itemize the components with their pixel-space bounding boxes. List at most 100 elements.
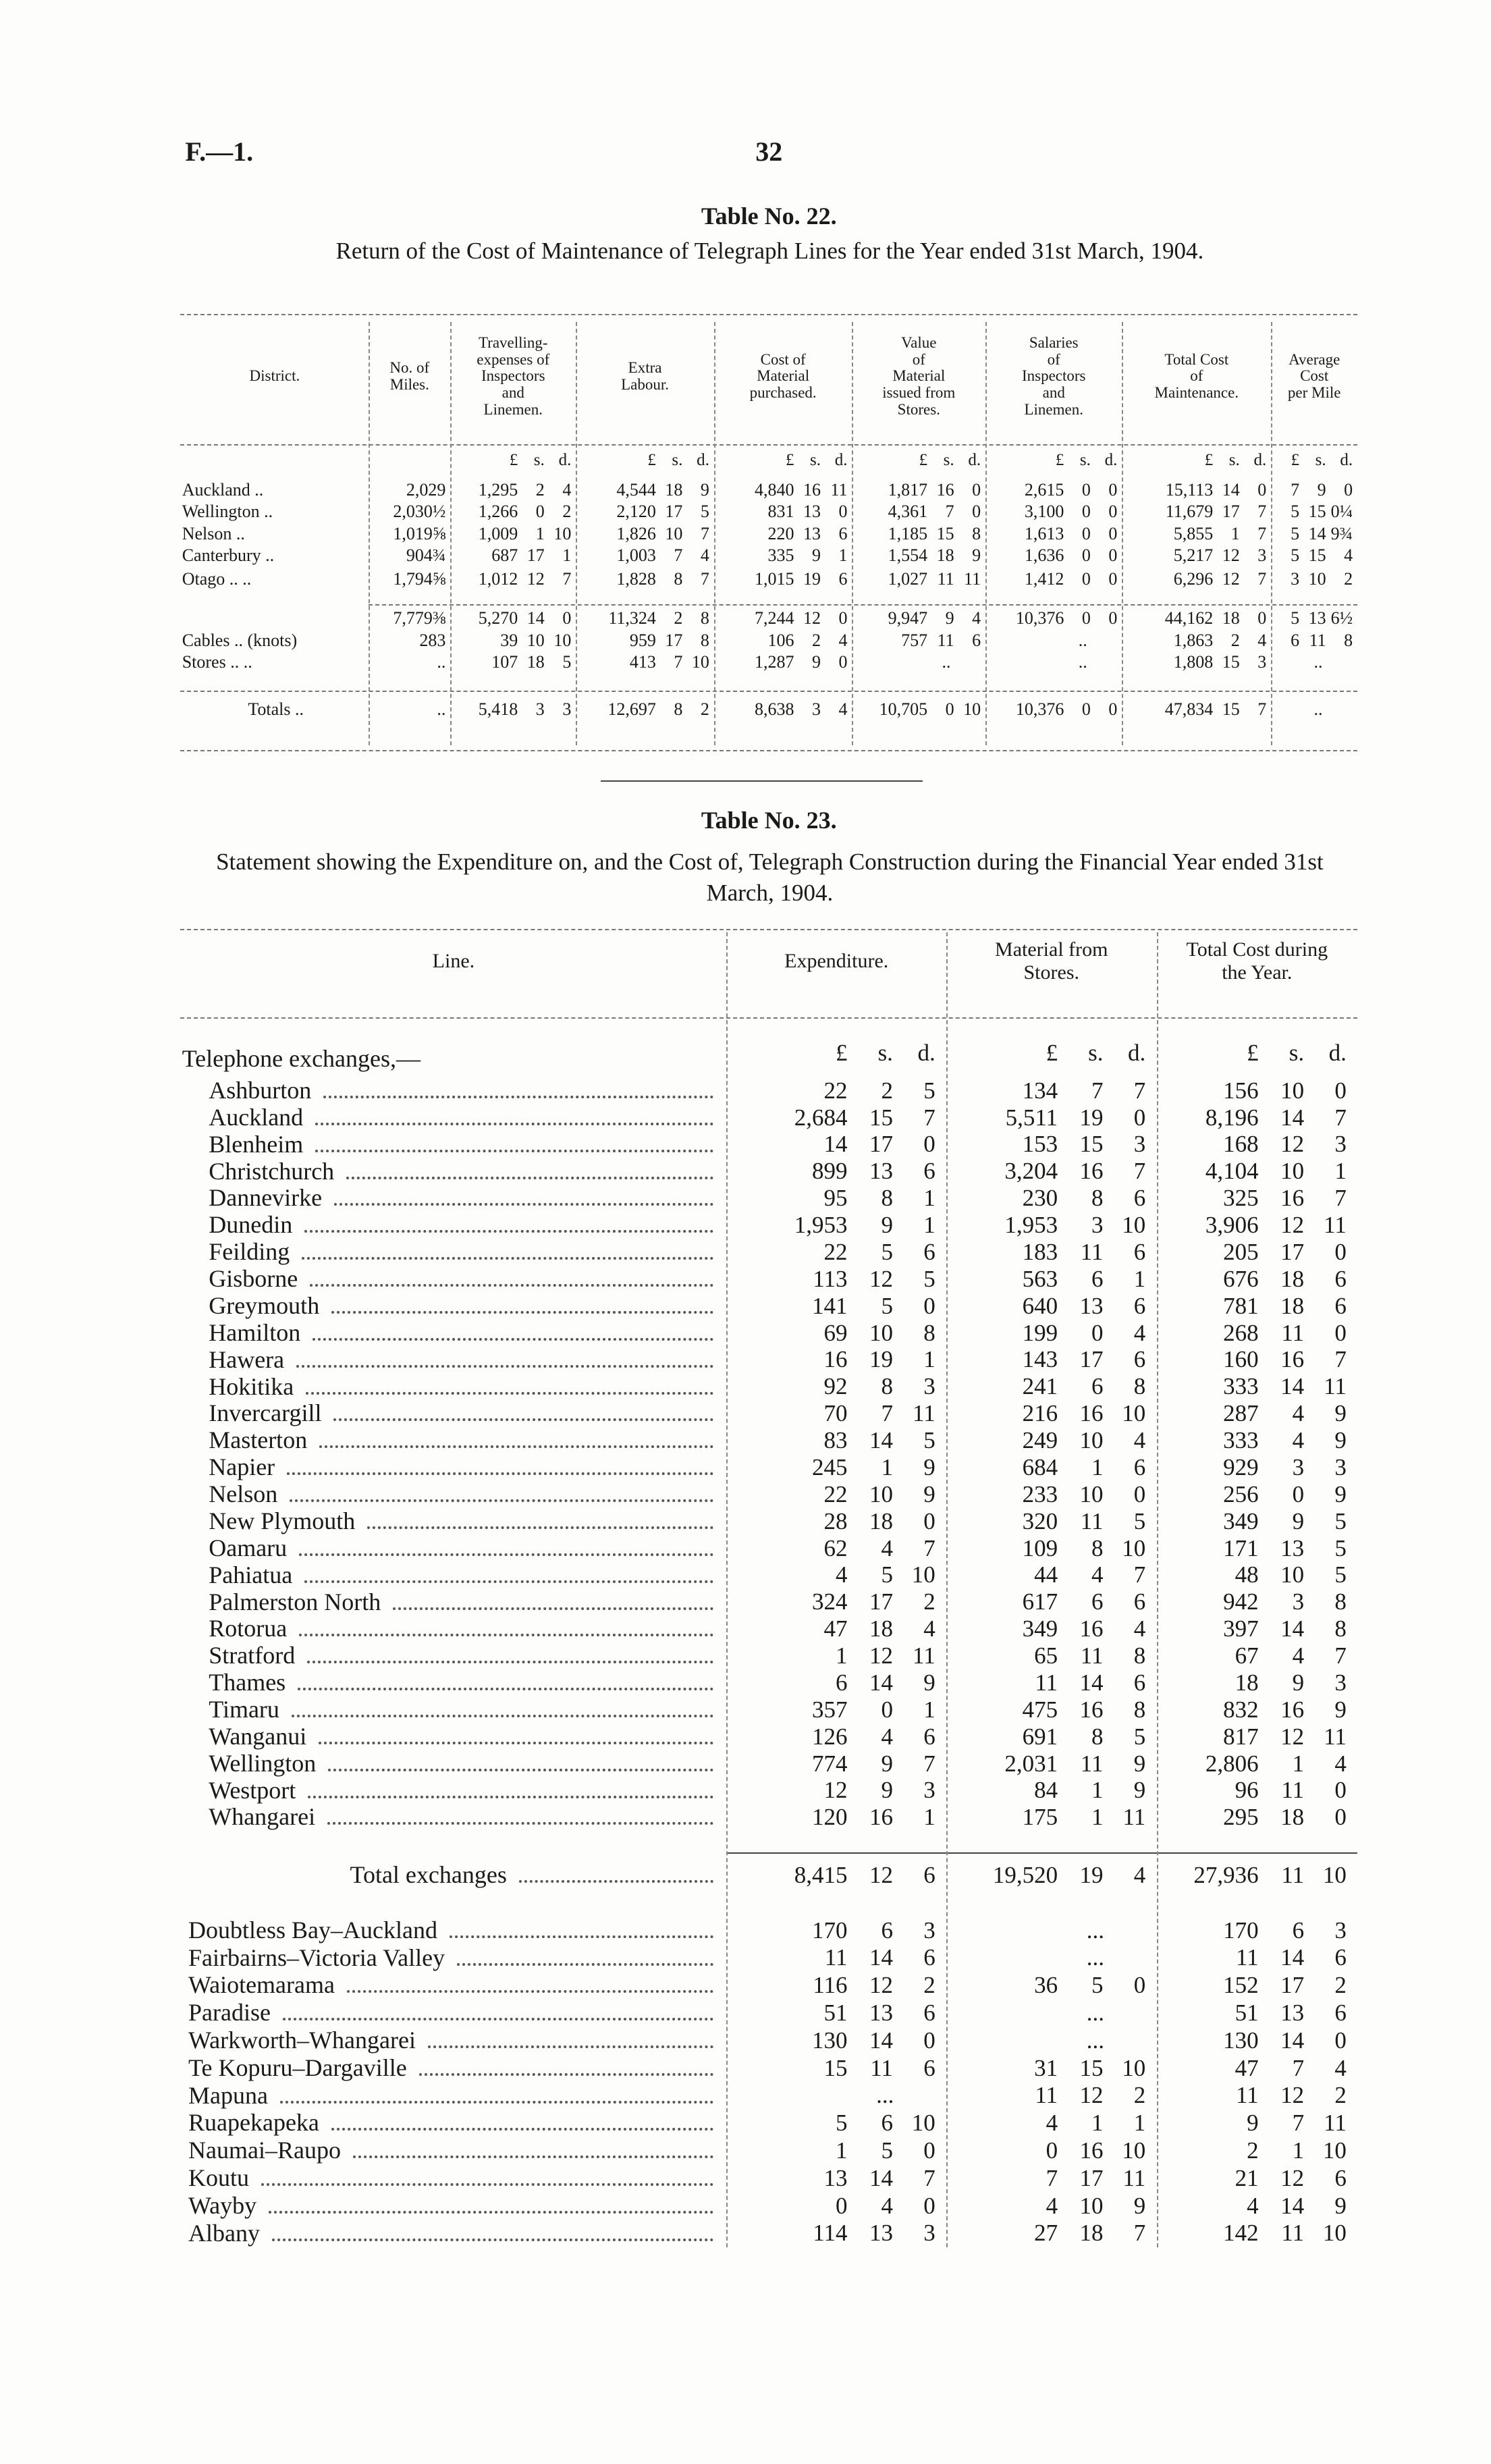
money-cell: ... (876, 2082, 894, 2109)
line-name: Blenheim (209, 1132, 719, 1156)
unit-label: £ (785, 451, 794, 470)
line-name: Auckland (209, 1105, 719, 1129)
money-cell: 15 (1079, 1131, 1104, 1158)
money-cell: 6 (1091, 1265, 1104, 1292)
money-cell: 0 (1081, 523, 1091, 543)
money-cell: 1 (836, 2137, 848, 2164)
money-cell: 36 (1034, 1972, 1058, 1999)
money-cell: 18 (869, 1615, 893, 1642)
money-cell: 11 (1281, 2220, 1305, 2247)
money-cell: 3,100 (1024, 502, 1064, 522)
rule (180, 314, 1358, 315)
money-cell: 11 (870, 2054, 893, 2081)
money-cell: 233 (1022, 1480, 1058, 1507)
money-cell: 6 (1334, 1265, 1347, 1292)
money-cell: 4 (1292, 1642, 1305, 1669)
money-cell: 0 (562, 608, 572, 628)
money-cell: 3 (923, 1777, 936, 1804)
money-cell: 10 (665, 523, 683, 543)
money-cell: 16 (1079, 1615, 1104, 1642)
line-name-text: Oamaru (209, 1534, 288, 1561)
money-cell: 6 (972, 630, 981, 650)
column-header: the Year. (1222, 961, 1293, 984)
money-cell: 16 (936, 479, 954, 500)
line-name: Whangarei (209, 1804, 719, 1829)
money-cell: 1,027 (888, 569, 928, 589)
money-cell: ... (1086, 1917, 1104, 1944)
money-cell: 5 (836, 2110, 848, 2137)
money-cell: 230 (1022, 1185, 1058, 1212)
money-cell: 256 (1223, 1480, 1259, 1507)
money-cell: 3 (1292, 1588, 1305, 1615)
money-cell: 4 (972, 608, 981, 628)
money-cell: 3 (1257, 545, 1267, 566)
unit-label: d. (968, 451, 981, 470)
line-name: Mapuna (188, 2083, 719, 2108)
leader-dots (367, 1526, 713, 1529)
money-cell: 9 (881, 1750, 893, 1777)
money-cell: 18 (1222, 608, 1240, 628)
money-cell: 1,863 (1173, 630, 1214, 650)
unit-label: £ (1046, 1039, 1058, 1066)
money-cell: 817 (1223, 1723, 1259, 1750)
column-header: Material (757, 367, 810, 385)
money-cell: 3,204 (1004, 1158, 1058, 1185)
district: Wellington .. (182, 502, 273, 522)
money-cell: 10 (1122, 2054, 1146, 2081)
money-cell: 9 (1334, 1400, 1347, 1427)
money-cell: 676 (1223, 1265, 1259, 1292)
money-cell: 11 (1035, 2082, 1058, 2109)
money-cell: 0 (1257, 608, 1267, 628)
table-title: Table No. 23. (701, 807, 837, 834)
money-cell: 0 (923, 1507, 936, 1534)
line-name: Hawera (209, 1347, 719, 1372)
money-cell: 333 (1223, 1427, 1259, 1454)
unit-label: d. (1253, 451, 1267, 470)
money-cell: 4,840 (754, 479, 794, 500)
money-cell: 130 (1223, 2027, 1259, 2054)
money-cell: 48 (1235, 1561, 1259, 1588)
money-cell: 19 (1079, 1862, 1104, 1889)
line-name-text: Rotorua (209, 1615, 288, 1642)
money-cell: 15,113 (1165, 479, 1214, 500)
money-cell: 18 (869, 1507, 893, 1534)
money-cell: 4 (1133, 1319, 1146, 1346)
leader-dots (331, 1310, 713, 1314)
money-cell: 107 (491, 652, 518, 672)
money-cell: 19,520 (992, 1862, 1058, 1889)
money-cell: 287 (1223, 1400, 1259, 1427)
money-cell: 2 (535, 479, 545, 500)
district: Auckland .. (182, 479, 264, 500)
money-cell: 67 (1235, 1642, 1259, 1669)
money-cell: 7 (923, 1534, 936, 1561)
money-cell: 2 (811, 630, 821, 650)
leader-dots (304, 1580, 713, 1583)
money-cell: 1,185 (888, 523, 928, 543)
miles: 2,029 (406, 479, 446, 500)
line-name-text: Total exchanges (350, 1861, 507, 1889)
leader-dots (298, 1688, 713, 1691)
money-cell: 1 (923, 1804, 936, 1831)
money-cell: 1 (1091, 1777, 1104, 1804)
unit-label: s. (1228, 451, 1240, 470)
line-name-text: Dannevirke (209, 1184, 323, 1212)
money-cell: 3 (562, 699, 572, 720)
money-cell: 3 (1291, 569, 1300, 589)
money-cell: 1 (1091, 2110, 1104, 2137)
money-cell: 4,361 (888, 502, 928, 522)
money-cell: 5 (1334, 1561, 1347, 1588)
money-cell: 2 (562, 502, 572, 522)
line-name-text: Christchurch (209, 1157, 335, 1185)
line-name: Nelson (209, 1482, 719, 1506)
leader-dots (290, 1499, 713, 1502)
money-cell: 640 (1022, 1292, 1058, 1319)
money-cell: 175 (1022, 1804, 1058, 1831)
money-cell: 6 (1133, 1238, 1146, 1265)
section-heading: Telephone exchanges,— (182, 1045, 421, 1073)
table-caption: Return of the Cost of Maintenance of Tel… (335, 238, 1204, 265)
money-cell: 11 (1080, 1750, 1104, 1777)
unit-label: d. (558, 451, 572, 470)
money-cell: 2 (923, 1972, 936, 1999)
table-title: Table No. 22. (701, 202, 837, 230)
unit-label: s. (1315, 451, 1326, 470)
